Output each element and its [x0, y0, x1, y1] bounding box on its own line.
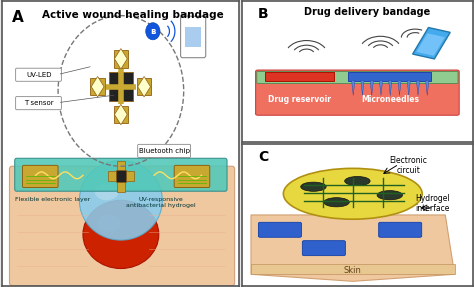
Text: Electronic
circuit: Electronic circuit — [389, 156, 427, 175]
FancyBboxPatch shape — [174, 165, 210, 187]
FancyBboxPatch shape — [258, 222, 301, 237]
FancyBboxPatch shape — [137, 144, 191, 158]
Text: Bluetooth chip: Bluetooth chip — [139, 148, 190, 154]
Ellipse shape — [97, 215, 121, 232]
Polygon shape — [370, 81, 374, 96]
Ellipse shape — [324, 198, 349, 207]
Bar — [116, 170, 126, 182]
Ellipse shape — [80, 160, 162, 240]
Polygon shape — [115, 104, 127, 125]
Text: Skin: Skin — [344, 265, 362, 275]
Bar — [109, 72, 133, 101]
Text: UV-LED: UV-LED — [26, 72, 51, 78]
Text: C: C — [258, 150, 268, 164]
Polygon shape — [389, 81, 392, 96]
Text: B: B — [258, 7, 269, 20]
FancyBboxPatch shape — [16, 97, 61, 110]
Bar — [126, 171, 134, 181]
Polygon shape — [416, 81, 419, 96]
Ellipse shape — [95, 183, 118, 200]
Text: Active wound healing bandage: Active wound healing bandage — [42, 10, 224, 20]
Polygon shape — [379, 81, 383, 96]
FancyBboxPatch shape — [181, 16, 206, 58]
Polygon shape — [91, 76, 104, 97]
Bar — [137, 78, 152, 96]
Polygon shape — [251, 264, 455, 274]
Bar — [113, 106, 128, 123]
Polygon shape — [413, 28, 450, 59]
Polygon shape — [361, 81, 364, 96]
Text: Hydrogel
interface: Hydrogel interface — [415, 194, 450, 213]
Polygon shape — [352, 81, 355, 96]
Text: Microneedles: Microneedles — [361, 95, 419, 104]
FancyBboxPatch shape — [15, 158, 227, 191]
Text: A: A — [12, 10, 24, 25]
Ellipse shape — [301, 182, 326, 191]
Polygon shape — [398, 81, 401, 96]
Ellipse shape — [377, 191, 402, 200]
Bar — [117, 160, 125, 170]
Text: T sensor: T sensor — [24, 100, 54, 106]
Bar — [117, 182, 125, 192]
FancyBboxPatch shape — [302, 241, 346, 256]
Bar — [113, 50, 128, 68]
FancyBboxPatch shape — [16, 68, 61, 81]
Text: Drug reservoir: Drug reservoir — [268, 95, 331, 104]
Circle shape — [146, 23, 160, 40]
FancyBboxPatch shape — [257, 71, 458, 84]
Text: Drug delivery bandage: Drug delivery bandage — [303, 7, 430, 17]
Ellipse shape — [283, 168, 422, 219]
Ellipse shape — [83, 200, 159, 269]
Bar — [108, 171, 116, 181]
Bar — [265, 72, 334, 81]
Polygon shape — [251, 215, 455, 281]
Text: UV-responsive
antibacterial hydrogel: UV-responsive antibacterial hydrogel — [127, 197, 196, 208]
Text: ʙ: ʙ — [150, 27, 155, 36]
Bar — [348, 72, 431, 81]
Bar — [90, 78, 105, 96]
Polygon shape — [426, 81, 429, 96]
FancyBboxPatch shape — [255, 70, 459, 115]
Bar — [185, 27, 201, 47]
FancyBboxPatch shape — [379, 222, 422, 237]
Ellipse shape — [345, 177, 370, 186]
Polygon shape — [416, 33, 445, 56]
FancyBboxPatch shape — [9, 166, 235, 286]
Polygon shape — [115, 49, 127, 69]
Text: Flexible electronic layer: Flexible electronic layer — [15, 197, 90, 202]
Polygon shape — [407, 81, 410, 96]
FancyBboxPatch shape — [23, 165, 58, 187]
Polygon shape — [137, 76, 151, 97]
